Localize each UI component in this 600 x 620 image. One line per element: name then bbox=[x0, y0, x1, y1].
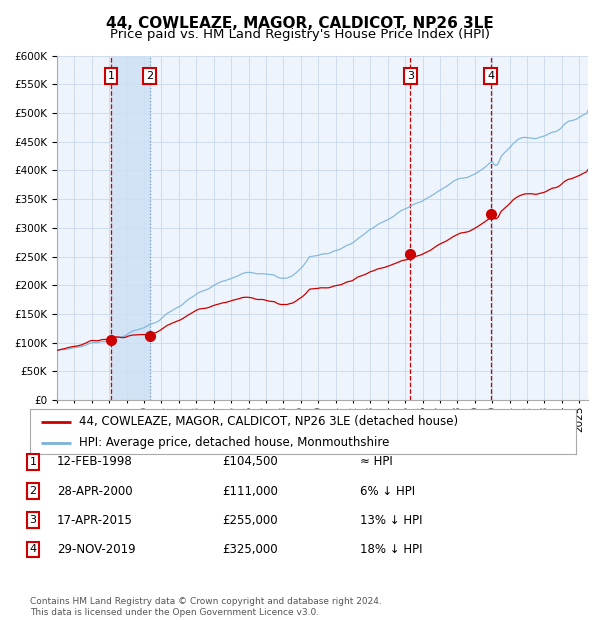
Text: 28-APR-2000: 28-APR-2000 bbox=[57, 485, 133, 497]
Text: 12-FEB-1998: 12-FEB-1998 bbox=[57, 456, 133, 468]
Text: £104,500: £104,500 bbox=[222, 456, 278, 468]
Text: 2: 2 bbox=[29, 486, 37, 496]
Text: 4: 4 bbox=[487, 71, 494, 81]
Text: £325,000: £325,000 bbox=[222, 543, 278, 556]
Bar bbox=[111, 56, 150, 400]
Text: 2: 2 bbox=[146, 71, 154, 81]
Text: 1: 1 bbox=[107, 71, 115, 81]
Text: 13% ↓ HPI: 13% ↓ HPI bbox=[360, 514, 422, 526]
Text: 18% ↓ HPI: 18% ↓ HPI bbox=[360, 543, 422, 556]
Text: Price paid vs. HM Land Registry's House Price Index (HPI): Price paid vs. HM Land Registry's House … bbox=[110, 28, 490, 41]
Text: 29-NOV-2019: 29-NOV-2019 bbox=[57, 543, 136, 556]
Text: 17-APR-2015: 17-APR-2015 bbox=[57, 514, 133, 526]
Text: 3: 3 bbox=[407, 71, 414, 81]
Text: £111,000: £111,000 bbox=[222, 485, 278, 497]
Text: 44, COWLEAZE, MAGOR, CALDICOT, NP26 3LE (detached house): 44, COWLEAZE, MAGOR, CALDICOT, NP26 3LE … bbox=[79, 415, 458, 428]
Text: 6% ↓ HPI: 6% ↓ HPI bbox=[360, 485, 415, 497]
Text: ≈ HPI: ≈ HPI bbox=[360, 456, 393, 468]
Text: 4: 4 bbox=[29, 544, 37, 554]
Text: £255,000: £255,000 bbox=[222, 514, 278, 526]
Text: 3: 3 bbox=[29, 515, 37, 525]
Text: Contains HM Land Registry data © Crown copyright and database right 2024.
This d: Contains HM Land Registry data © Crown c… bbox=[30, 598, 382, 617]
Text: 44, COWLEAZE, MAGOR, CALDICOT, NP26 3LE: 44, COWLEAZE, MAGOR, CALDICOT, NP26 3LE bbox=[106, 16, 494, 30]
Text: 1: 1 bbox=[29, 457, 37, 467]
Text: HPI: Average price, detached house, Monmouthshire: HPI: Average price, detached house, Monm… bbox=[79, 436, 389, 449]
